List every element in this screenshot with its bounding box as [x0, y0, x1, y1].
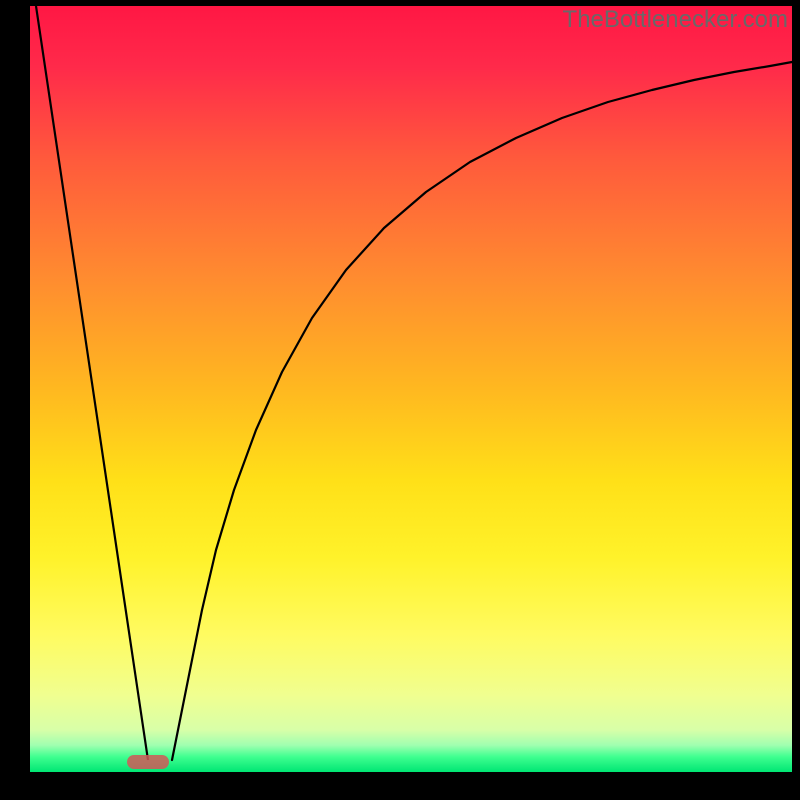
chart-svg [0, 0, 800, 800]
bottom-marker [127, 755, 169, 769]
watermark-text: TheBottlenecker.com [563, 6, 788, 34]
plot-gradient-background [30, 6, 792, 772]
chart-container: TheBottlenecker.com [0, 0, 800, 800]
